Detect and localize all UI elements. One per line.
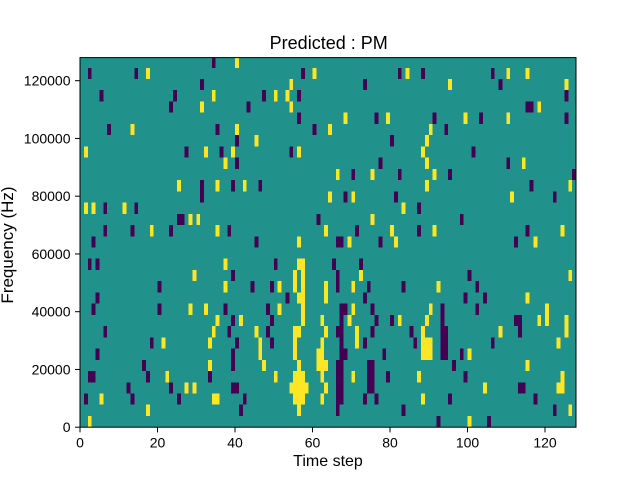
svg-text:100: 100: [456, 434, 480, 450]
svg-text:20: 20: [150, 434, 166, 450]
svg-text:80: 80: [382, 434, 398, 450]
svg-text:60000: 60000: [32, 246, 71, 262]
svg-text:120: 120: [533, 434, 557, 450]
svg-text:120000: 120000: [24, 73, 71, 89]
svg-text:20000: 20000: [32, 361, 71, 377]
svg-text:Predicted : PM: Predicted : PM: [270, 33, 388, 53]
svg-text:80000: 80000: [32, 188, 71, 204]
svg-text:Frequency (Hz): Frequency (Hz): [0, 186, 17, 303]
svg-text:40000: 40000: [32, 304, 71, 320]
svg-text:0: 0: [76, 434, 84, 450]
svg-text:60: 60: [305, 434, 321, 450]
svg-text:40: 40: [227, 434, 243, 450]
svg-text:100000: 100000: [24, 130, 71, 146]
svg-text:Time step: Time step: [293, 453, 363, 470]
svg-text:0: 0: [63, 419, 71, 435]
